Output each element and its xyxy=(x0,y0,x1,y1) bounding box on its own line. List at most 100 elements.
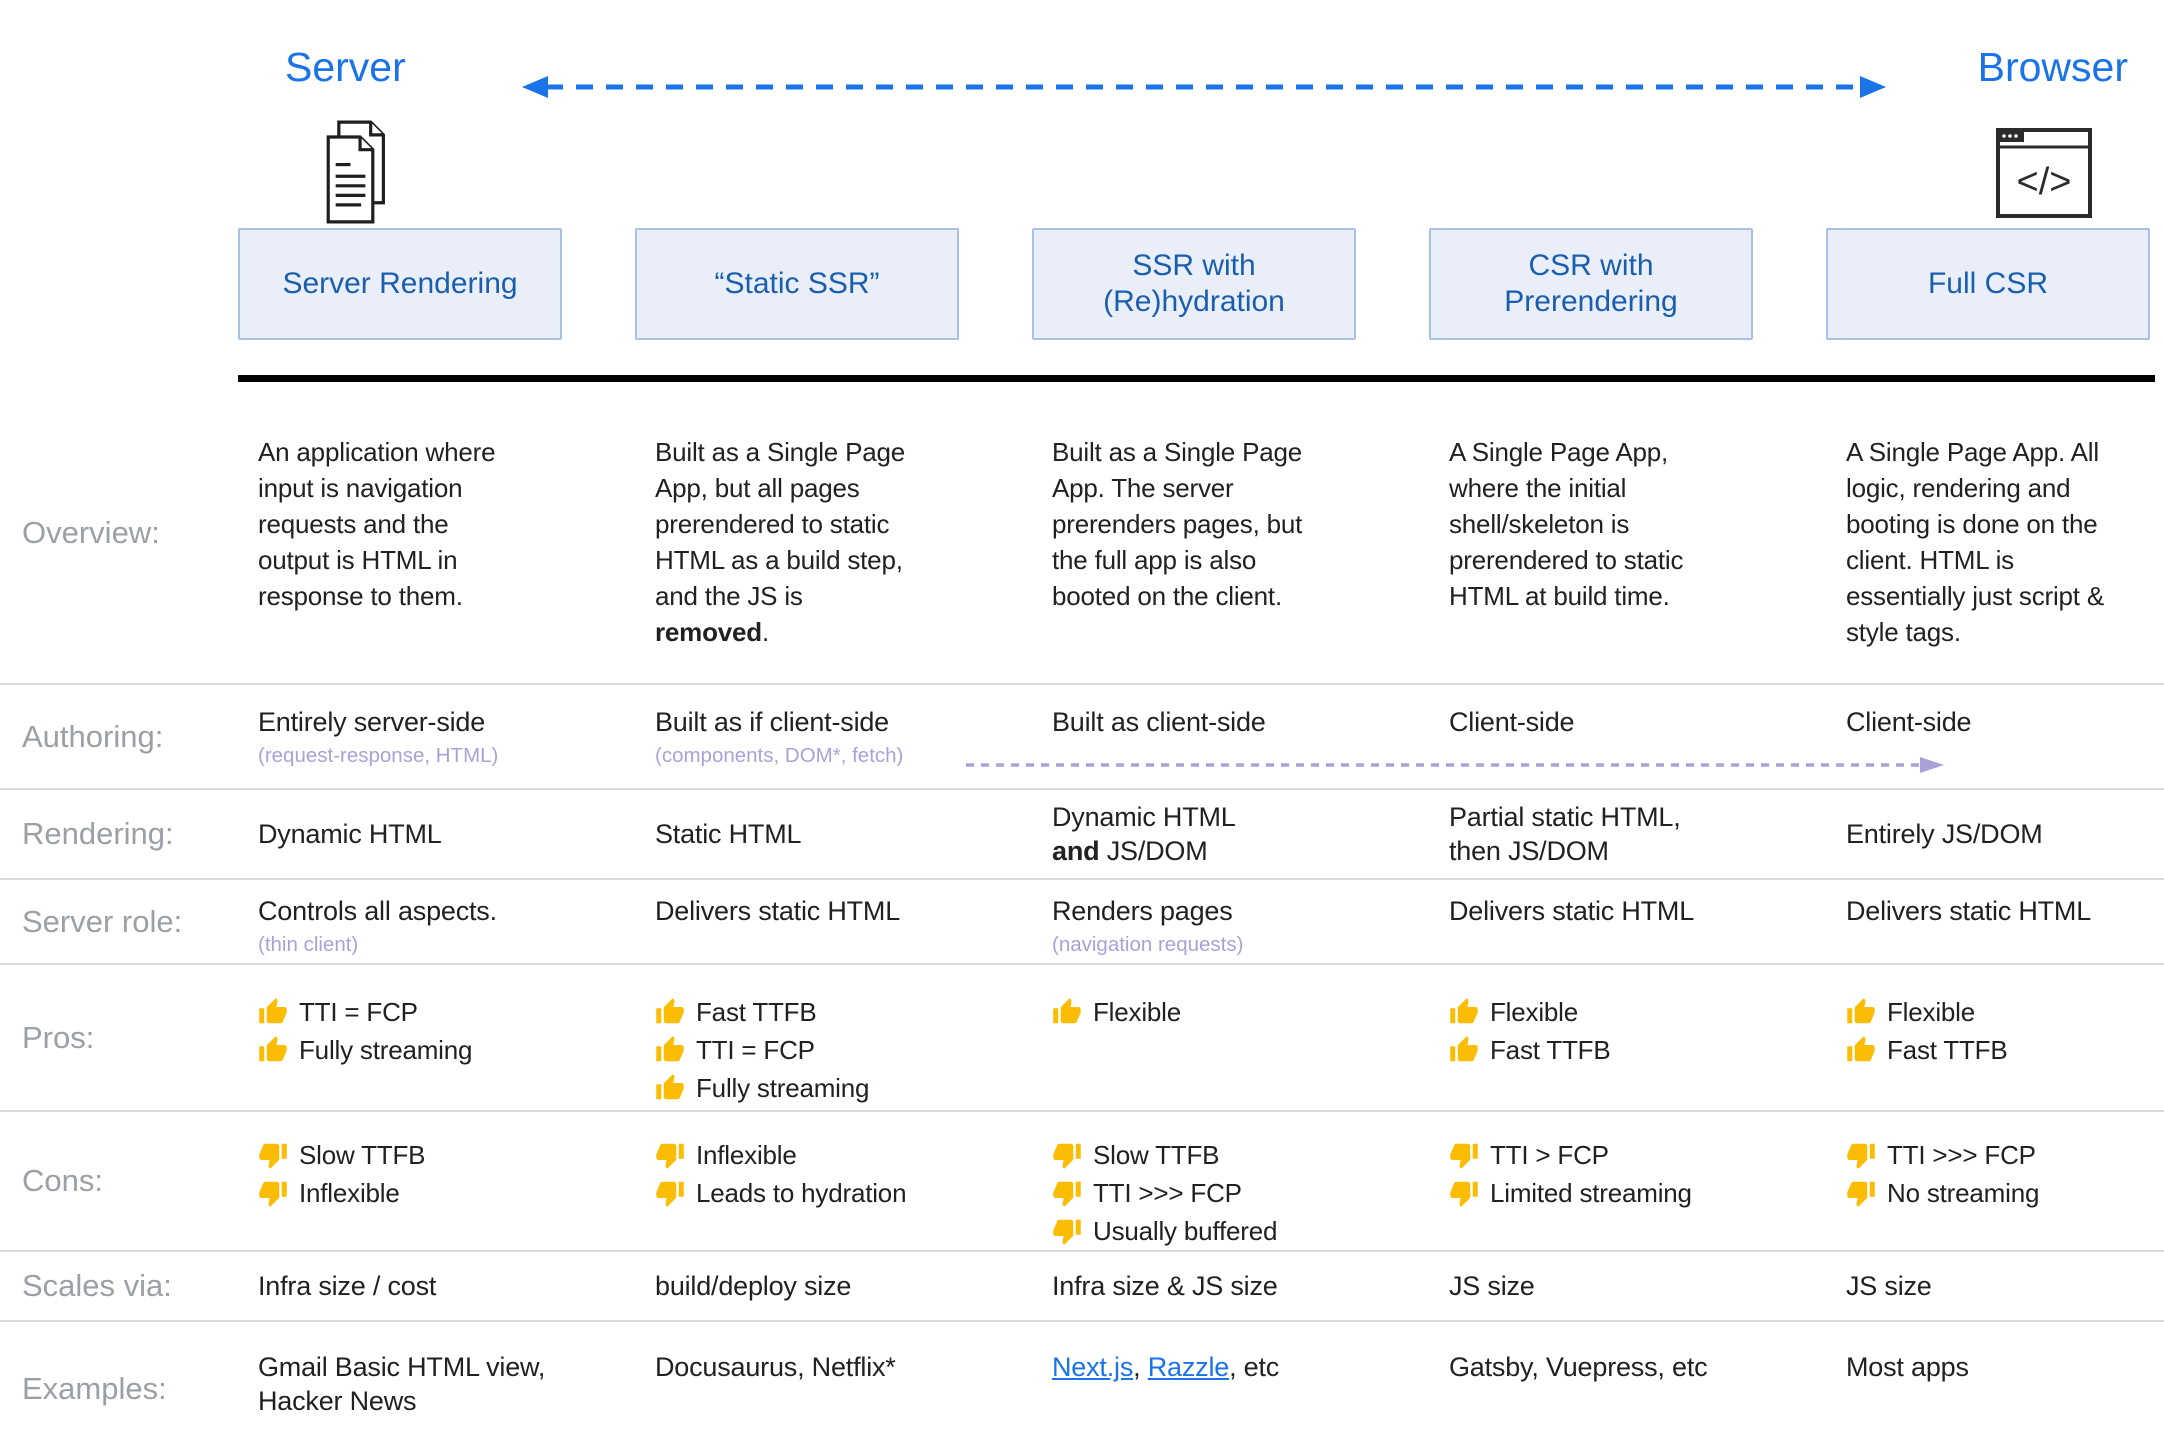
thumbs-up-icon xyxy=(1052,997,1082,1027)
cell-sub-label: (components, DOM*, fetch) xyxy=(655,744,904,767)
table-cell: Static HTML xyxy=(655,819,802,849)
browser-window-icon: </> xyxy=(1996,128,2092,218)
table-cell: Docusaurus, Netflix* xyxy=(655,1352,896,1382)
table-cell: Dynamic HTML and JS/DOM xyxy=(1052,802,1236,866)
pro-item: Flexible xyxy=(1887,996,1975,1027)
table-cell: build/deploy size xyxy=(655,1271,852,1301)
table-cell: Infra size & JS size xyxy=(1052,1271,1278,1301)
link-razzle[interactable]: Razzle xyxy=(1147,1352,1230,1382)
thumbs-down-icon xyxy=(655,1178,685,1208)
browser-label: Browser xyxy=(1977,44,2128,90)
link-nextjs[interactable]: Next.js xyxy=(1052,1352,1134,1382)
thumbs-down-icon xyxy=(1449,1140,1479,1170)
pro-item: Flexible xyxy=(1093,996,1181,1027)
cell-sub-label: (thin client) xyxy=(258,933,359,956)
table-cell: Built as if client-side xyxy=(655,707,889,737)
header-separator xyxy=(238,375,2155,382)
table-cell: Infra size / cost xyxy=(258,1271,437,1301)
table-cell: Built as a Single Page App. The server p… xyxy=(1052,437,1303,611)
row-server-role: Server role: Controls all aspects. (thin … xyxy=(0,880,2164,965)
con-item: TTI >>> FCP xyxy=(1093,1177,1242,1208)
con-item: Inflexible xyxy=(299,1177,400,1208)
row-label-examples: Examples: xyxy=(22,1370,167,1406)
thumbs-down-icon xyxy=(1052,1140,1082,1170)
table-cell-text: , xyxy=(1133,1352,1148,1382)
pro-item: Fully streaming xyxy=(696,1072,870,1103)
con-item: Slow TTFB xyxy=(299,1139,426,1170)
pro-item: TTI = FCP xyxy=(299,996,418,1027)
table-cell: Delivers static HTML xyxy=(1449,896,1695,926)
row-label-scales-via: Scales via: xyxy=(22,1268,172,1303)
table-cell: Delivers static HTML xyxy=(655,896,901,926)
row-pros: Pros: TTI = FCP Fully streaming Fast TTF… xyxy=(0,965,2164,1112)
con-item: Slow TTFB xyxy=(1093,1139,1220,1170)
row-scales-via: Scales via: Infra size / cost build/depl… xyxy=(0,1252,2164,1322)
header: Server Browser </> xyxy=(0,0,2164,375)
cell-sub-label: (request-response, HTML) xyxy=(258,744,499,767)
thumbs-up-icon xyxy=(1449,997,1479,1027)
row-label-authoring: Authoring: xyxy=(22,718,164,754)
column-header-full-csr: Full CSR xyxy=(1826,228,2150,340)
column-header-csr-prerendering: CSR with Prerendering xyxy=(1429,228,1753,340)
pro-item: Fast TTFB xyxy=(696,996,817,1027)
table-cell: Client-side xyxy=(1846,707,1972,737)
table-cell: Entirely JS/DOM xyxy=(1846,819,2043,849)
table-cell: JS size xyxy=(1846,1271,1932,1301)
row-label-server-role: Server role: xyxy=(22,903,183,939)
table-cell: Next.js, Razzle, etc xyxy=(1052,1350,1356,1384)
thumbs-up-icon xyxy=(655,997,685,1027)
row-label-overview: Overview: xyxy=(22,514,160,550)
con-item: Limited streaming xyxy=(1490,1177,1692,1208)
con-item: TTI > FCP xyxy=(1490,1139,1609,1170)
column-header-static-ssr: “Static SSR” xyxy=(635,228,959,340)
thumbs-down-icon xyxy=(655,1140,685,1170)
row-cons: Cons: Slow TTFB Inflexible Inflexible Le… xyxy=(0,1112,2164,1252)
table-cell: Delivers static HTML xyxy=(1846,896,2092,926)
thumbs-down-icon xyxy=(1846,1178,1876,1208)
table-cell: JS size xyxy=(1449,1271,1535,1301)
con-item: Inflexible xyxy=(696,1139,797,1170)
pro-item: Fully streaming xyxy=(299,1034,473,1065)
server-documents-icon xyxy=(326,120,385,224)
con-item: No streaming xyxy=(1887,1177,2040,1208)
row-rendering: Rendering: Dynamic HTML Static HTML Dyna… xyxy=(0,790,2164,880)
server-browser-spectrum-arrow-icon xyxy=(522,76,1886,98)
row-label-rendering: Rendering: xyxy=(22,816,174,851)
thumbs-up-icon xyxy=(655,1035,685,1065)
table-cell-text: , etc xyxy=(1229,1352,1280,1382)
column-header-ssr-rehydration: SSR with (Re)hydration xyxy=(1032,228,1356,340)
thumbs-down-icon xyxy=(258,1178,288,1208)
thumbs-up-icon xyxy=(1846,997,1876,1027)
row-label-pros: Pros: xyxy=(22,1019,95,1055)
cell-sub-label: (navigation requests) xyxy=(1052,933,1244,956)
table-cell: A Single Page App, where the initial she… xyxy=(1449,437,1684,611)
thumbs-up-icon xyxy=(655,1073,685,1103)
table-cell: Gatsby, Vuepress, etc xyxy=(1449,1352,1708,1382)
pro-item: Flexible xyxy=(1490,996,1578,1027)
row-examples: Examples: Gmail Basic HTML view, Hacker … xyxy=(0,1322,2164,1455)
table-cell: Built as client-side xyxy=(1052,707,1266,737)
thumbs-down-icon xyxy=(1449,1178,1479,1208)
pro-item: TTI = FCP xyxy=(696,1034,815,1065)
thumbs-up-icon xyxy=(1449,1035,1479,1065)
thumbs-down-icon xyxy=(1052,1178,1082,1208)
server-label: Server xyxy=(285,44,406,90)
table-cell: Gmail Basic HTML view, Hacker News xyxy=(258,1352,546,1416)
table-cell: Most apps xyxy=(1846,1352,1969,1382)
thumbs-up-icon xyxy=(1846,1035,1876,1065)
row-authoring: Authoring: Entirely server-side (request-… xyxy=(0,685,2164,790)
table-cell: A Single Page App. All logic, rendering … xyxy=(1846,437,2104,647)
svg-text:</>: </> xyxy=(2017,161,2072,203)
thumbs-down-icon xyxy=(1052,1216,1082,1246)
table-cell: An application where input is navigation… xyxy=(258,437,496,611)
table-cell: Built as a Single Page App, but all page… xyxy=(655,437,905,647)
thumbs-up-icon xyxy=(258,997,288,1027)
table-cell: Controls all aspects. xyxy=(258,896,497,926)
con-item: Leads to hydration xyxy=(696,1177,907,1208)
table-cell: Entirely server-side xyxy=(258,707,486,737)
table-cell: Dynamic HTML xyxy=(258,819,442,849)
row-label-cons: Cons: xyxy=(22,1163,103,1198)
thumbs-down-icon xyxy=(258,1140,288,1170)
column-header-server-rendering: Server Rendering xyxy=(238,228,562,340)
